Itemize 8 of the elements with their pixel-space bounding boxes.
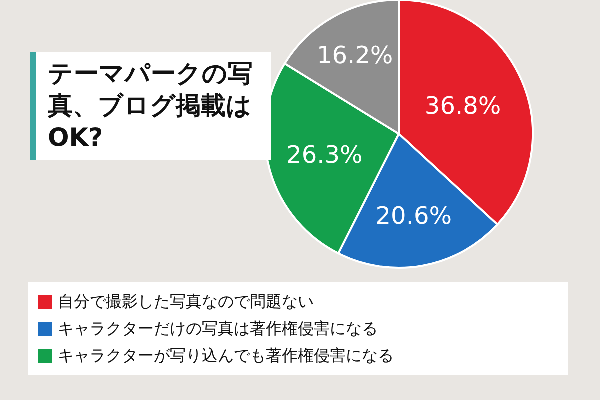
data-label: 36.8% [424, 92, 502, 120]
legend-label: 自分で撮影した写真なので問題ない [58, 291, 314, 313]
legend-label: キャラクターだけの写真は著作権侵害になる [58, 318, 378, 340]
data-label: 16.2% [316, 41, 394, 70]
data-label: 20.6% [376, 202, 452, 230]
data-label: 26.3% [286, 140, 363, 169]
legend-label: キャラクターが写り込んでも著作権侵害になる [58, 345, 394, 367]
text: テーマパークの写真、ブログ掲載はOK? [30, 52, 271, 160]
